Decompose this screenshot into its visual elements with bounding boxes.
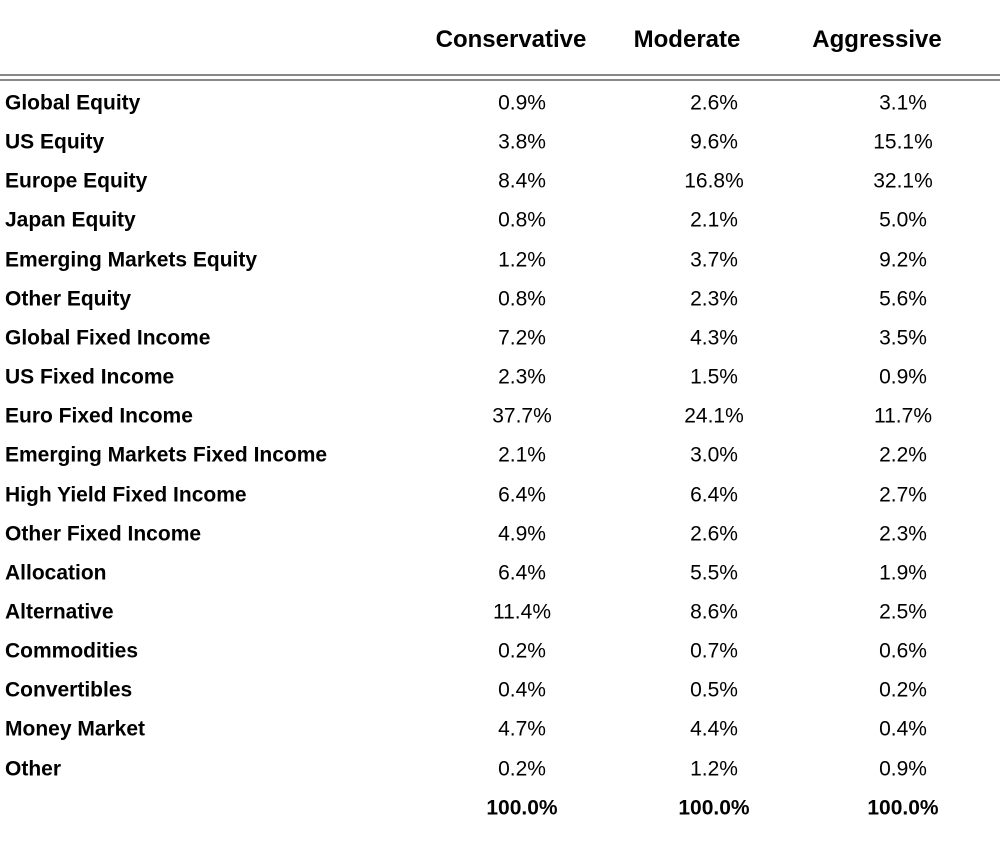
cell-value: 11.4% xyxy=(493,600,551,624)
row-label: Convertibles xyxy=(5,678,133,702)
cell-value: 0.8% xyxy=(498,208,546,232)
cell-value: 1.5% xyxy=(690,365,738,389)
cell-value: 8.4% xyxy=(498,169,546,193)
cell-value: 7.2% xyxy=(498,326,546,350)
cell-value: 0.6% xyxy=(879,639,927,663)
cell-value: 37.7% xyxy=(492,404,552,428)
row-label: Japan Equity xyxy=(5,208,136,232)
cell-value: 2.3% xyxy=(879,522,927,546)
cell-value: 32.1% xyxy=(873,169,933,193)
column-header: Moderate xyxy=(633,26,741,53)
cell-value: 2.3% xyxy=(498,365,546,389)
cell-value: 4.9% xyxy=(498,522,546,546)
cell-value: 24.1% xyxy=(684,404,744,428)
cell-value: 4.4% xyxy=(690,717,738,741)
cell-value: 2.6% xyxy=(690,522,738,546)
header-rule xyxy=(0,79,1000,81)
cell-value: 5.5% xyxy=(690,561,738,585)
row-label: Emerging Markets Fixed Income xyxy=(5,443,328,467)
row-label: Global Fixed Income xyxy=(5,326,211,350)
row-label: Other Fixed Income xyxy=(5,522,202,546)
total-value: 100.0% xyxy=(486,796,558,820)
row-label: Commodities xyxy=(5,639,139,663)
cell-value: 15.1% xyxy=(873,130,933,154)
cell-value: 9.2% xyxy=(879,248,927,272)
cell-value: 2.1% xyxy=(498,443,546,467)
cell-value: 0.9% xyxy=(879,365,927,389)
cell-value: 16.8% xyxy=(684,169,744,193)
cell-value: 0.2% xyxy=(498,639,546,663)
total-value: 100.0% xyxy=(678,796,750,820)
row-label: Global Equity xyxy=(5,91,141,115)
row-label: Other xyxy=(5,757,62,781)
row-label: Emerging Markets Equity xyxy=(5,248,258,272)
cell-value: 3.5% xyxy=(879,326,927,350)
cell-value: 9.6% xyxy=(690,130,738,154)
cell-value: 6.4% xyxy=(498,483,546,506)
row-label: Other Equity xyxy=(5,287,132,311)
row-label: Alternative xyxy=(5,600,114,624)
row-label: High Yield Fixed Income xyxy=(5,483,247,506)
column-header: Conservative xyxy=(435,26,587,53)
cell-value: 8.6% xyxy=(690,600,738,624)
total-value: 100.0% xyxy=(867,796,939,820)
column-header: Aggressive xyxy=(812,26,942,53)
header-rule xyxy=(0,74,1000,76)
cell-value: 3.8% xyxy=(498,130,546,154)
cell-value: 3.0% xyxy=(690,443,738,467)
cell-value: 2.3% xyxy=(690,287,738,311)
cell-value: 0.5% xyxy=(690,678,738,702)
cell-value: 1.2% xyxy=(690,757,738,781)
cell-value: 6.4% xyxy=(498,561,546,585)
cell-value: 2.2% xyxy=(879,443,927,467)
cell-value: 2.5% xyxy=(879,600,927,624)
cell-value: 0.4% xyxy=(498,678,546,702)
row-label: Money Market xyxy=(5,717,146,741)
row-label: Allocation xyxy=(5,561,107,585)
cell-value: 0.8% xyxy=(498,287,546,311)
cell-value: 1.9% xyxy=(879,561,927,585)
cell-value: 0.2% xyxy=(498,757,546,781)
cell-value: 0.9% xyxy=(879,757,927,781)
row-label: Europe Equity xyxy=(5,169,148,193)
cell-value: 3.1% xyxy=(879,91,927,115)
row-label: US Fixed Income xyxy=(5,365,175,389)
cell-value: 0.9% xyxy=(498,91,546,115)
cell-value: 2.1% xyxy=(690,208,738,232)
cell-value: 0.7% xyxy=(690,639,738,663)
cell-value: 5.0% xyxy=(879,208,927,232)
cell-value: 2.7% xyxy=(879,483,927,506)
cell-value: 2.6% xyxy=(690,91,738,115)
cell-value: 5.6% xyxy=(879,287,927,311)
cell-value: 3.7% xyxy=(690,248,738,272)
cell-value: 0.2% xyxy=(879,678,927,702)
row-label: US Equity xyxy=(5,130,105,154)
cell-value: 4.3% xyxy=(690,326,738,350)
cell-value: 0.4% xyxy=(879,717,927,741)
cell-value: 6.4% xyxy=(690,483,738,506)
row-label: Euro Fixed Income xyxy=(5,404,193,428)
cell-value: 4.7% xyxy=(498,717,546,741)
cell-value: 1.2% xyxy=(498,248,546,272)
cell-value: 11.7% xyxy=(874,404,932,428)
